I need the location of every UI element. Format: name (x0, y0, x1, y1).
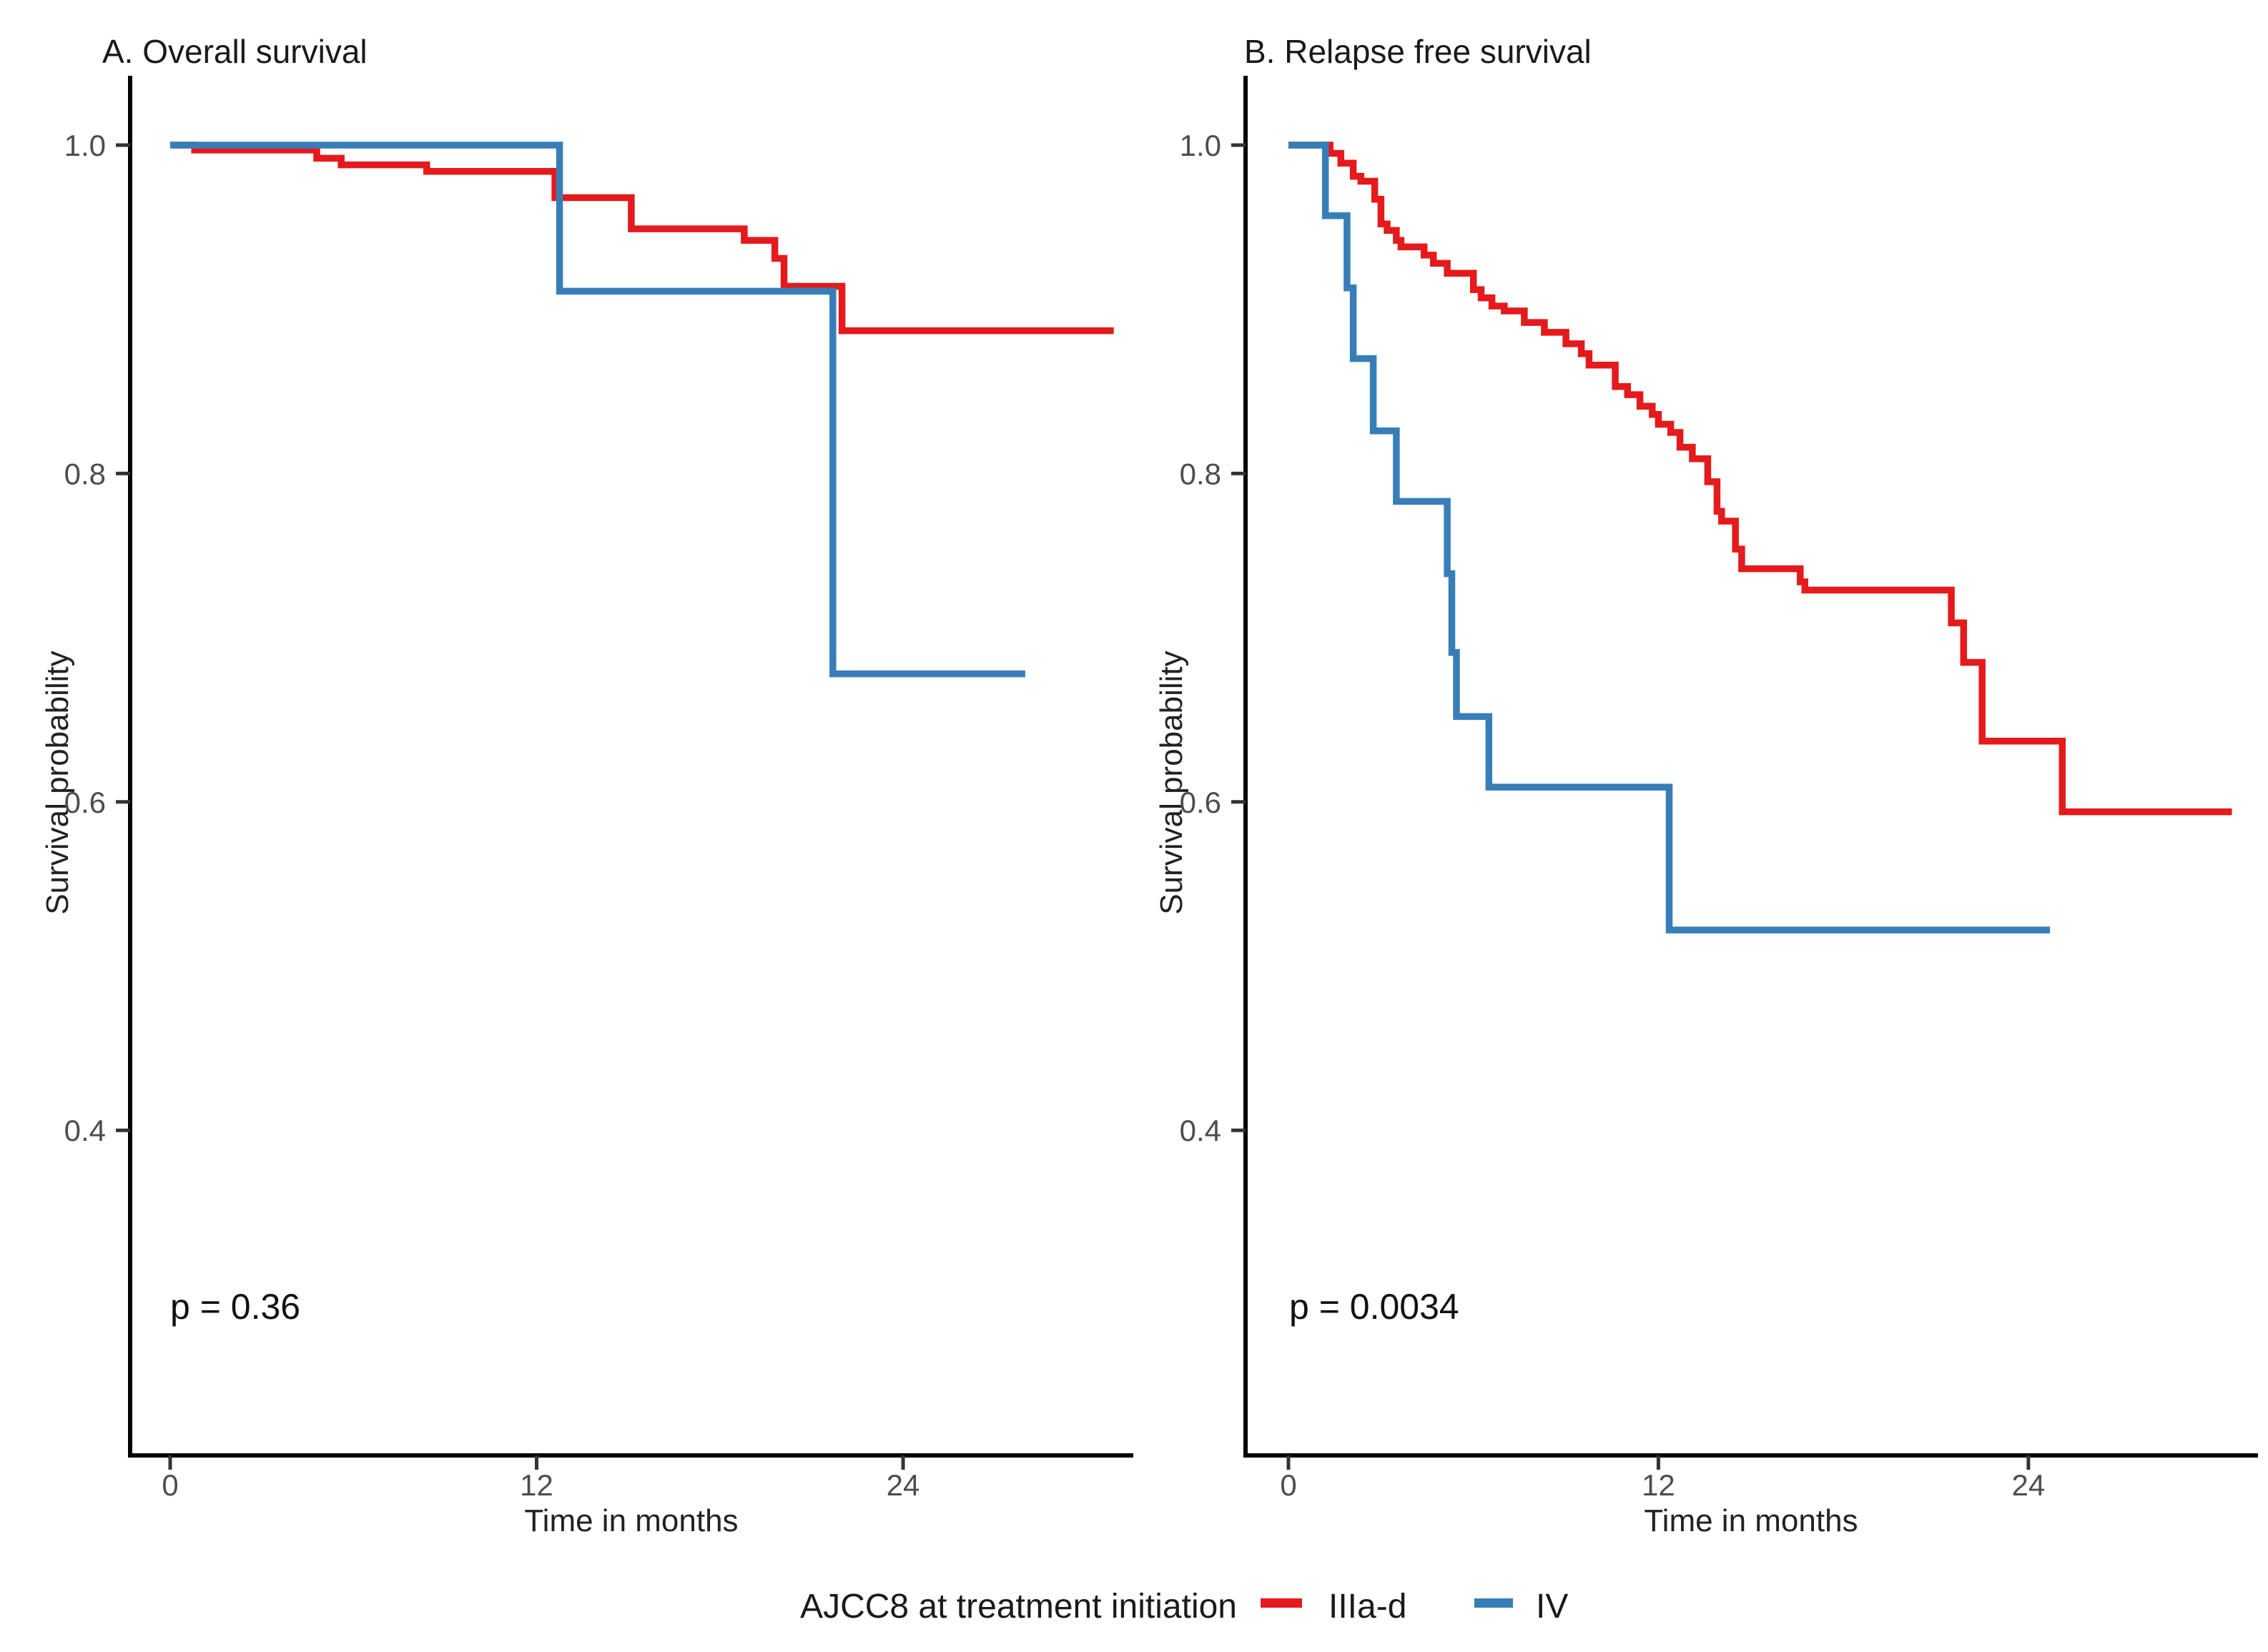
panel-b-ytick-label: 0.6 (1180, 786, 1221, 819)
panel-a-title: A. Overall survival (102, 33, 368, 70)
legend-title: AJCC8 at treatment initiation (800, 1588, 1237, 1626)
panel-b-xticks: 0 12 24 (1280, 1455, 2045, 1502)
panel-a-xtick-label: 12 (520, 1468, 553, 1502)
panel-a-curve-IV (170, 142, 1025, 678)
panel-b-pvalue: p = 0.0034 (1289, 1287, 1459, 1327)
legend-label-IV: IV (1536, 1588, 1568, 1626)
panel-a-xlabel: Time in months (524, 1503, 738, 1538)
panel-a-xtick-label: 0 (162, 1468, 178, 1502)
panel-b-ytick-label: 0.4 (1180, 1114, 1221, 1147)
panel-b-xtick-label: 0 (1280, 1468, 1296, 1502)
legend-label-IIIa-d: IIIa-d (1328, 1588, 1406, 1626)
panel-b-yticks: 1.0 0.8 0.6 0.4 (1180, 129, 1246, 1147)
legend-swatch-IV (1474, 1598, 1513, 1608)
panel-a-curve-IIIa-d (170, 142, 1114, 335)
panel-a-ytick-label: 1.0 (64, 129, 106, 162)
panel-relapse-free-survival: B. Relapse free survival Survival probab… (1154, 33, 2258, 1538)
panel-a-yticks: 1.0 0.8 0.6 0.4 (64, 129, 130, 1147)
panel-a-xtick-label: 24 (887, 1468, 920, 1502)
panel-a-ylabel: Survival probability (40, 651, 75, 914)
panel-b-title: B. Relapse free survival (1244, 33, 1592, 70)
panel-a-ytick-label: 0.4 (64, 1114, 106, 1147)
panel-overall-survival: A. Overall survival Survival probability… (40, 33, 1133, 1538)
panel-b-ytick-label: 1.0 (1180, 129, 1221, 162)
panel-a-axes (128, 76, 1133, 1458)
legend-swatch-IIIa-d (1261, 1598, 1302, 1608)
panel-a-ytick-label: 0.8 (64, 457, 106, 490)
panel-a-ytick-label: 0.6 (64, 786, 106, 819)
panel-a-pvalue: p = 0.36 (170, 1287, 300, 1327)
panel-b-xtick-label: 12 (1642, 1468, 1675, 1502)
panel-b-curve-IIIa-d (1288, 142, 2232, 816)
legend: AJCC8 at treatment initiation IIIa-d IV (800, 1588, 1568, 1626)
panel-a-xticks: 0 12 24 (162, 1455, 919, 1502)
panel-b-xlabel: Time in months (1644, 1503, 1858, 1538)
panel-b-axes (1243, 76, 2258, 1458)
panel-b-curve-IV (1288, 142, 2051, 934)
panel-b-xtick-label: 24 (2012, 1468, 2046, 1502)
panel-b-ylabel: Survival probability (1154, 651, 1189, 914)
panel-b-ytick-label: 0.8 (1180, 457, 1221, 490)
